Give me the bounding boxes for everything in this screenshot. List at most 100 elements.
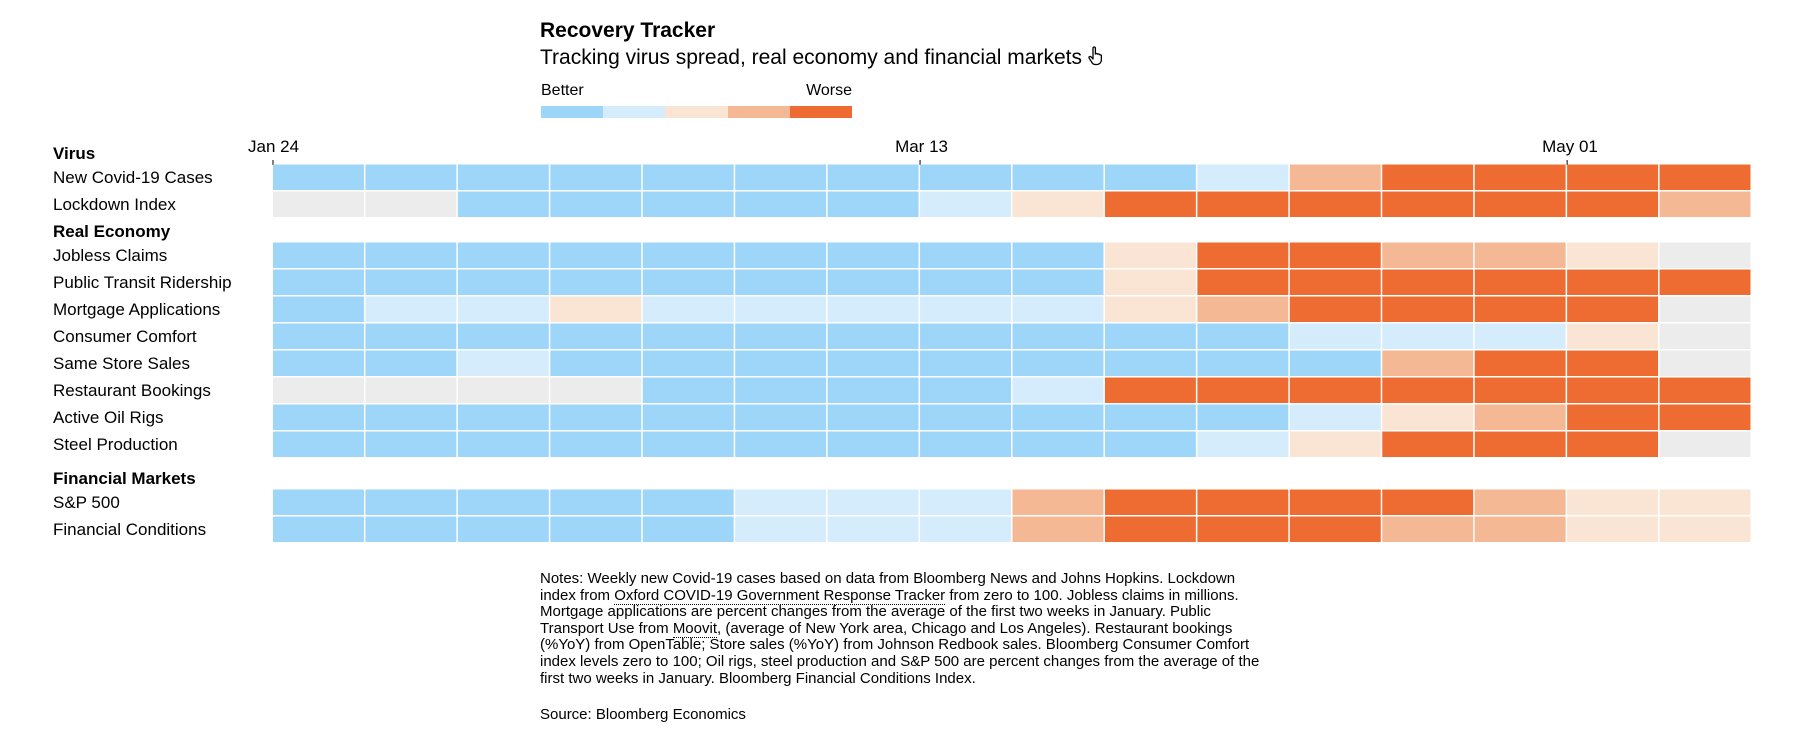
heatmap-cell	[365, 323, 457, 349]
heatmap-cell	[1567, 242, 1659, 268]
row-label: Active Oil Rigs	[53, 408, 164, 427]
heatmap-cell	[1104, 269, 1196, 295]
heatmap-cell	[1012, 191, 1104, 217]
heatmap-cell	[642, 350, 734, 376]
legend-worse-label: Worse	[806, 82, 852, 99]
heatmap-cell	[550, 191, 642, 217]
row-label: New Covid-19 Cases	[53, 168, 213, 187]
heatmap-cell	[1659, 296, 1751, 322]
oxford-tracker-link[interactable]: Oxford COVID-19 Government Response Trac…	[614, 586, 946, 605]
heatmap-cell	[1382, 489, 1474, 515]
heatmap-cell	[273, 296, 364, 322]
heatmap-cell	[457, 350, 549, 376]
heatmap-cell	[365, 242, 457, 268]
notes: Notes: Weekly new Covid-19 cases based o…	[540, 570, 1270, 687]
heatmap-cell	[642, 296, 734, 322]
chart-subtitle-text: Tracking virus spread, real economy and …	[540, 46, 1082, 69]
heatmap-cell	[1104, 489, 1196, 515]
notes-text-1: Notes: Weekly new Covid-19 cases based o…	[540, 570, 1236, 604]
heatmap-chart: Jan 24 Mar 13 May 01 Virus New Covid-19 Case…	[53, 137, 1751, 542]
heatmap-cell	[735, 377, 827, 403]
heatmap-cell	[642, 404, 734, 430]
legend-swatch-3	[665, 106, 728, 118]
row-label: Restaurant Bookings	[53, 381, 211, 400]
heatmap-cell	[1197, 489, 1289, 515]
heatmap-cell	[273, 489, 364, 515]
group-label: Virus	[53, 144, 95, 163]
heatmap-cell	[1474, 164, 1566, 190]
heatmap-cell	[827, 323, 919, 349]
heatmap-cell	[273, 323, 364, 349]
heatmap-cell	[457, 191, 549, 217]
heatmap-cell	[1474, 323, 1566, 349]
heatmap-cell	[365, 377, 457, 403]
heatmap-cell	[1659, 404, 1751, 430]
row-label: S&P 500	[53, 493, 120, 512]
heatmap-cell	[1104, 377, 1196, 403]
heatmap-cell	[1104, 323, 1196, 349]
heatmap-cell	[1474, 269, 1566, 295]
heatmap-cell	[1289, 516, 1381, 542]
heatmap-cell	[1659, 350, 1751, 376]
heatmap-cell	[1382, 404, 1474, 430]
chart-header: Recovery Tracker Tracking virus spread, …	[540, 18, 1103, 73]
heatmap-cell	[920, 191, 1011, 217]
heatmap-cell	[827, 489, 919, 515]
heatmap-cell	[1012, 242, 1104, 268]
heatmap-cell	[550, 516, 642, 542]
heatmap-cell	[1012, 296, 1104, 322]
heatmap-cell	[457, 296, 549, 322]
heatmap-cell	[365, 489, 457, 515]
heatmap-cell	[1197, 164, 1289, 190]
legend-swatch-5	[789, 106, 853, 118]
heatmap-cell	[827, 516, 919, 542]
heatmap-cell	[365, 191, 457, 217]
heatmap-cell	[1659, 269, 1751, 295]
heatmap-cell	[1567, 191, 1659, 217]
row-label: Public Transit Ridership	[53, 273, 232, 292]
heatmap-cell	[735, 431, 827, 457]
heatmap-cell	[920, 516, 1011, 542]
heatmap-cell	[1197, 350, 1289, 376]
heatmap-cell	[1567, 489, 1659, 515]
heatmap-cell	[1382, 191, 1474, 217]
heatmap-cell	[365, 404, 457, 430]
heatmap-cell	[827, 164, 919, 190]
heatmap-cell	[457, 242, 549, 268]
heatmap-cell	[1104, 296, 1196, 322]
heatmap-cell	[457, 431, 549, 457]
heatmap-cell	[457, 377, 549, 403]
heatmap-cell	[920, 323, 1011, 349]
x-tick-label: Mar 13	[895, 137, 948, 156]
heatmap-cell	[1567, 350, 1659, 376]
heatmap-cell	[1012, 350, 1104, 376]
moovit-link[interactable]: Moovit	[672, 619, 717, 638]
heatmap-cell	[1197, 269, 1289, 295]
heatmap-cell	[273, 404, 364, 430]
chart-title: Recovery Tracker	[540, 19, 716, 42]
heatmap-cell	[1567, 431, 1659, 457]
heatmap-cell	[1382, 516, 1474, 542]
heatmap-cell	[1474, 296, 1566, 322]
heatmap-cell	[273, 242, 364, 268]
heatmap-cell	[1104, 350, 1196, 376]
heatmap-cell	[827, 191, 919, 217]
heatmap-cell	[1289, 377, 1381, 403]
pointer-hand-icon[interactable]	[1088, 46, 1103, 73]
heatmap-cell	[1289, 489, 1381, 515]
heatmap-cell	[920, 431, 1011, 457]
heatmap-cell	[920, 296, 1011, 322]
heatmap-cell	[273, 191, 364, 217]
heatmap-cell	[457, 323, 549, 349]
heatmap-cell	[1197, 191, 1289, 217]
heatmap-cell	[735, 269, 827, 295]
chart-subtitle: Tracking virus spread, real economy and …	[540, 45, 1103, 73]
heatmap-cell	[550, 377, 642, 403]
heatmap-cell	[1567, 269, 1659, 295]
heatmap-cell	[365, 350, 457, 376]
heatmap-cell	[550, 431, 642, 457]
heatmap-cell	[920, 404, 1011, 430]
heatmap-cell	[1382, 164, 1474, 190]
heatmap-cell	[1289, 404, 1381, 430]
heatmap-cell	[1474, 516, 1566, 542]
